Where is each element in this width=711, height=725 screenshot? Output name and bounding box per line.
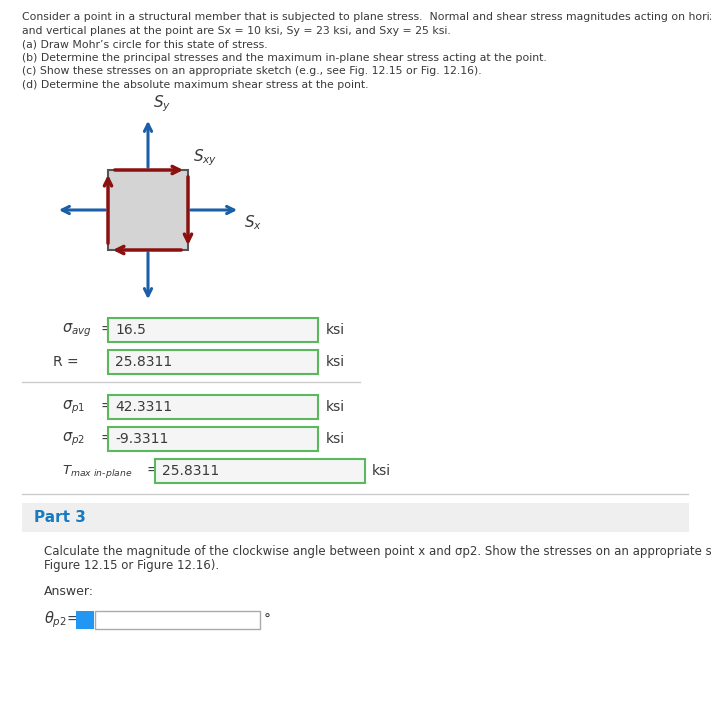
- Text: ksi: ksi: [326, 323, 345, 337]
- Text: $\sigma_{p2}$: $\sigma_{p2}$: [62, 430, 85, 448]
- Text: ksi: ksi: [372, 464, 391, 478]
- Text: Part 3: Part 3: [34, 510, 86, 525]
- Text: =: =: [147, 464, 159, 478]
- Text: $S_y$: $S_y$: [153, 94, 171, 114]
- Text: (b) Determine the principal stresses and the maximum in-plane shear stress actin: (b) Determine the principal stresses and…: [22, 52, 547, 62]
- Text: ksi: ksi: [326, 400, 345, 414]
- Text: ksi: ksi: [326, 355, 345, 369]
- Bar: [108, 170, 188, 250]
- Text: 42.3311: 42.3311: [115, 400, 172, 414]
- Text: =: =: [67, 613, 79, 627]
- Text: 25.8311: 25.8311: [115, 355, 172, 369]
- Bar: [108, 427, 318, 451]
- Text: $\theta_{p2}$: $\theta_{p2}$: [44, 610, 67, 630]
- Bar: [95, 611, 260, 629]
- Text: ksi: ksi: [326, 432, 345, 446]
- Text: (a) Draw Mohr’s circle for this state of stress.: (a) Draw Mohr’s circle for this state of…: [22, 39, 267, 49]
- Bar: [108, 395, 318, 419]
- Text: =: =: [100, 323, 112, 337]
- Text: $S_{xy}$: $S_{xy}$: [193, 147, 218, 168]
- Text: $S_x$: $S_x$: [244, 213, 262, 232]
- Bar: [22, 503, 689, 532]
- Bar: [108, 318, 318, 342]
- Bar: [108, 350, 318, 374]
- Text: and vertical planes at the point are Sx = 10 ksi, Sy = 23 ksi, and Sxy = 25 ksi.: and vertical planes at the point are Sx …: [22, 25, 451, 36]
- Text: i: i: [83, 613, 87, 626]
- Text: R =: R =: [53, 355, 79, 369]
- Text: =: =: [100, 400, 112, 414]
- Text: -9.3311: -9.3311: [115, 432, 169, 446]
- Text: (c) Show these stresses on an appropriate sketch (e.g., see Fig. 12.15 or Fig. 1: (c) Show these stresses on an appropriat…: [22, 66, 481, 76]
- Text: °: °: [264, 613, 271, 627]
- Text: 16.5: 16.5: [115, 323, 146, 337]
- Bar: [76, 611, 94, 629]
- Text: $T_{max\ in\text{-}plane}$: $T_{max\ in\text{-}plane}$: [62, 463, 132, 479]
- Text: =: =: [100, 432, 112, 446]
- Text: 25.8311: 25.8311: [162, 464, 219, 478]
- Text: Calculate the magnitude of the clockwise angle between point x and σp2. Show the: Calculate the magnitude of the clockwise…: [44, 545, 711, 558]
- Text: (d) Determine the absolute maximum shear stress at the point.: (d) Determine the absolute maximum shear…: [22, 80, 368, 89]
- Bar: [155, 459, 365, 483]
- Text: $\sigma_{avg}$: $\sigma_{avg}$: [62, 321, 92, 339]
- Text: Consider a point in a structural member that is subjected to plane stress.  Norm: Consider a point in a structural member …: [22, 12, 711, 22]
- Text: Figure 12.15 or Figure 12.16).: Figure 12.15 or Figure 12.16).: [44, 559, 219, 572]
- Text: Answer:: Answer:: [44, 585, 94, 598]
- Text: $\sigma_{p1}$: $\sigma_{p1}$: [62, 398, 85, 416]
